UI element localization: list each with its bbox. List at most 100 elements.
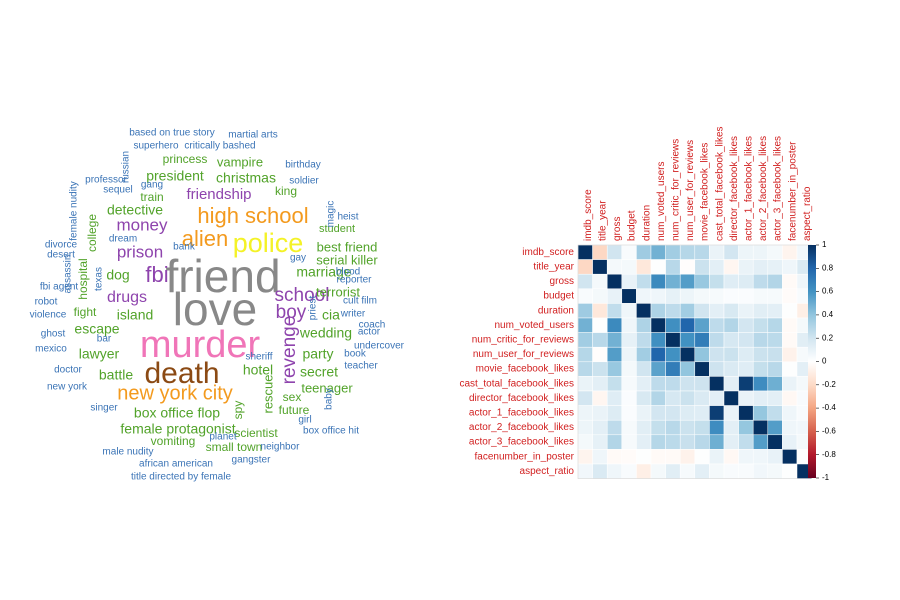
heatmap-cell	[694, 434, 710, 450]
heatmap-cell	[636, 463, 652, 479]
word-violence: violence	[30, 310, 67, 321]
heatmap-cell	[723, 463, 739, 479]
heatmap-cell	[606, 332, 623, 348]
word-desert: desert	[47, 250, 75, 261]
heatmap-cell	[782, 419, 798, 436]
heatmap-cell	[665, 303, 681, 319]
heatmap-cell	[738, 419, 754, 436]
heatmap-cell	[592, 288, 608, 304]
heatmap-cell	[709, 259, 725, 275]
heatmap-cell	[709, 449, 725, 465]
heatmap-cell	[665, 449, 681, 465]
heatmap-cell	[650, 405, 666, 421]
word-drugs: drugs	[107, 289, 147, 306]
heatmap-cell	[723, 273, 739, 290]
heatmap-cell	[636, 390, 652, 406]
heatmap-cell	[577, 288, 593, 304]
heatmap-cell	[767, 463, 783, 479]
heatmap-cell	[621, 273, 637, 290]
colorbar-tick-label: -0.2	[822, 380, 836, 389]
heatmap-cell	[636, 317, 652, 333]
heatmap-cell	[577, 259, 593, 275]
heatmap-cell	[782, 361, 798, 377]
heatmap-cell	[782, 303, 798, 319]
heatmap-cell	[694, 273, 710, 290]
row-label: cast_total_facebook_likes	[459, 378, 574, 389]
heatmap-cell	[606, 376, 623, 392]
heatmap-cell	[709, 463, 725, 479]
word-sex: sex	[283, 390, 302, 404]
word-baby: baby	[324, 388, 335, 410]
word-based-on-true-story: based on true story	[129, 128, 215, 139]
word-scientist: scientist	[234, 426, 278, 440]
colorbar-tick-label: 1	[822, 240, 827, 249]
heatmap-cell	[577, 463, 593, 479]
heatmap-cell	[679, 361, 696, 377]
heatmap-cell	[782, 288, 798, 304]
heatmap-cell	[709, 376, 725, 392]
word-priest: priest	[308, 296, 319, 321]
word-prison: prison	[117, 242, 163, 261]
heatmap-cell	[665, 376, 681, 392]
colorbar-tick-label: 0	[822, 357, 827, 366]
heatmap-cell	[752, 376, 769, 392]
row-label: budget	[543, 291, 574, 302]
heatmap-cell	[665, 317, 681, 333]
heatmap-cell	[709, 303, 725, 319]
heatmap-cell	[767, 288, 783, 304]
heatmap-cell	[694, 361, 710, 377]
heatmap-cell	[679, 317, 696, 333]
heatmap-cell	[606, 317, 623, 333]
heatmap-cell	[650, 273, 666, 290]
heatmap-cell	[636, 273, 652, 290]
word-assassin: assassin	[63, 255, 74, 294]
heatmap-cell	[767, 405, 783, 421]
heatmap-cell	[723, 317, 739, 333]
heatmap-cell	[606, 419, 623, 436]
heatmap-cell	[767, 259, 783, 275]
word-box-office-flop: box office flop	[134, 405, 220, 421]
column-label: actor_1_facebook_likes	[744, 136, 755, 241]
heatmap-cell	[577, 244, 593, 260]
heatmap-cell	[577, 434, 593, 450]
heatmap-cell	[592, 419, 608, 436]
word-neighbor: neighbor	[261, 442, 301, 453]
heatmap-cell	[738, 288, 754, 304]
heatmap-cell	[679, 259, 696, 275]
word-male-nudity: male nudity	[102, 447, 153, 458]
heatmap-cell	[694, 303, 710, 319]
heatmap-cell	[650, 288, 666, 304]
word-robot: robot	[35, 297, 58, 308]
word-friend: friend	[165, 250, 280, 302]
word-blood: blood	[336, 267, 360, 278]
heatmap-cell	[679, 244, 696, 260]
word-girl: girl	[298, 415, 311, 426]
word-reporter: reporter	[336, 275, 372, 286]
heatmap-cell	[621, 419, 637, 436]
heatmap-cell	[782, 346, 798, 363]
row-label: title_year	[533, 262, 574, 273]
heatmap-cell	[650, 434, 666, 450]
word-doctor: doctor	[54, 365, 82, 376]
heatmap-cell	[752, 346, 769, 363]
colorbar-tick-label: -0.4	[822, 403, 836, 412]
heatmap-cell	[694, 463, 710, 479]
heatmap-cell	[577, 405, 593, 421]
heatmap-cell	[767, 376, 783, 392]
word-magic: magic	[326, 201, 337, 228]
heatmap-cell	[723, 244, 739, 260]
heatmap-cell	[621, 244, 637, 260]
heatmap-cell	[752, 317, 769, 333]
heatmap-cell	[767, 332, 783, 348]
heatmap-cell	[752, 405, 769, 421]
heatmap-cell	[606, 463, 623, 479]
column-label: movie_facebook_likes	[700, 143, 711, 241]
heatmap-cell	[636, 449, 652, 465]
heatmap-cell	[694, 346, 710, 363]
word-terrorist: terrorist	[316, 284, 360, 299]
row-label: actor_2_facebook_likes	[469, 422, 574, 433]
heatmap-cell	[665, 288, 681, 304]
heatmap-cell	[752, 361, 769, 377]
heatmap-cell	[592, 259, 608, 275]
heatmap-cell	[738, 303, 754, 319]
